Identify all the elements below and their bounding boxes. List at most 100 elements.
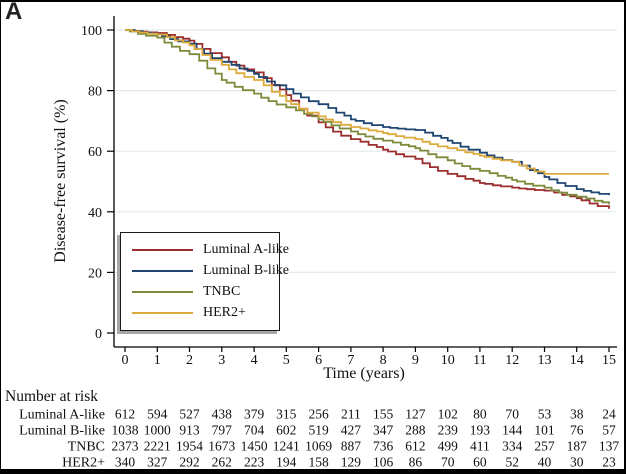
grid-layer xyxy=(114,29,617,273)
risk-value-luminal-b-like-y0: 1038 xyxy=(112,423,139,438)
risk-value-luminal-b-like-y13: 101 xyxy=(534,423,554,438)
risk-value-luminal-b-like-y2: 913 xyxy=(179,423,200,438)
x-tick-label-12: 12 xyxy=(505,353,519,368)
legend-swatch-tnbc xyxy=(132,291,193,294)
risk-value-luminal-b-like-y5: 602 xyxy=(276,423,296,438)
risk-value-tnbc-y3: 1673 xyxy=(208,439,235,454)
risk-row-label-her2: HER2+ xyxy=(62,456,105,470)
x-tick-label-10: 10 xyxy=(441,353,455,368)
legend-label-tnbc: TNBC xyxy=(203,284,241,300)
legend-label-luminal-a-like: Luminal A-like xyxy=(203,241,289,257)
legend-item-her2: HER2+ xyxy=(132,303,279,323)
risk-table-title: Number at risk xyxy=(5,388,98,405)
risk-value-luminal-b-like-y15: 57 xyxy=(602,423,616,438)
risk-value-tnbc-y2: 1954 xyxy=(176,439,203,454)
risk-value-her2-y6: 158 xyxy=(308,455,329,470)
risk-value-tnbc-y5: 1241 xyxy=(273,439,300,454)
risk-value-tnbc-y10: 499 xyxy=(438,439,459,454)
risk-value-luminal-a-like-y14: 38 xyxy=(570,407,584,422)
risk-value-tnbc-y14: 187 xyxy=(567,439,588,454)
legend-item-luminal-b-like: Luminal B-like xyxy=(132,261,289,281)
x-tick-label-11: 11 xyxy=(473,353,486,368)
legend-label-her2: HER2+ xyxy=(203,305,246,321)
x-tick-label-3: 3 xyxy=(218,353,225,368)
risk-value-luminal-a-like-y9: 127 xyxy=(405,407,426,422)
y-tick-label-100: 100 xyxy=(81,24,102,39)
risk-value-her2-y1: 327 xyxy=(147,455,168,470)
x-tick-label-7: 7 xyxy=(347,353,354,368)
risk-value-her2-y4: 223 xyxy=(244,455,265,470)
risk-value-luminal-b-like-y12: 144 xyxy=(502,423,523,438)
survival-curve-luminal-b-like xyxy=(125,29,610,196)
risk-value-her2-y0: 340 xyxy=(115,455,136,470)
legend-item-tnbc: TNBC xyxy=(132,282,279,302)
risk-value-luminal-a-like-y11: 80 xyxy=(473,407,487,422)
curve-layer xyxy=(125,29,610,209)
risk-value-luminal-b-like-y10: 239 xyxy=(438,423,459,438)
risk-value-her2-y13: 40 xyxy=(538,455,552,470)
survival-curve-luminal-a-like xyxy=(125,29,610,209)
x-tick-label-1: 1 xyxy=(154,353,161,368)
risk-value-tnbc-y4: 1450 xyxy=(241,439,268,454)
legend-swatch-her2 xyxy=(132,312,193,315)
x-tick-label-0: 0 xyxy=(122,353,129,368)
legend-item-luminal-a-like: Luminal A-like xyxy=(132,240,289,260)
risk-value-luminal-b-like-y9: 288 xyxy=(405,423,426,438)
risk-value-tnbc-y9: 612 xyxy=(405,439,425,454)
x-tick-label-15: 15 xyxy=(602,353,616,368)
risk-value-tnbc-y12: 334 xyxy=(502,439,523,454)
risk-value-her2-y2: 292 xyxy=(179,455,199,470)
risk-row-label-luminal-b-like: Luminal B-like xyxy=(19,424,105,439)
risk-value-luminal-b-like-y4: 704 xyxy=(244,423,265,438)
legend-swatch-luminal-a-like xyxy=(132,248,193,251)
risk-value-luminal-a-like-y5: 315 xyxy=(276,407,297,422)
risk-value-tnbc-y11: 411 xyxy=(470,439,490,454)
panel-label: A xyxy=(5,0,23,25)
x-tick-label-5: 5 xyxy=(283,353,290,368)
risk-value-luminal-a-like-y1: 594 xyxy=(147,407,168,422)
risk-value-tnbc-y15: 137 xyxy=(599,439,620,454)
risk-value-luminal-a-like-y0: 612 xyxy=(115,407,135,422)
x-tick-label-4: 4 xyxy=(251,353,258,368)
risk-value-luminal-b-like-y8: 347 xyxy=(373,423,394,438)
risk-value-her2-y15: 23 xyxy=(602,455,616,470)
x-tick-label-6: 6 xyxy=(315,353,322,368)
risk-value-luminal-b-like-y6: 519 xyxy=(308,423,329,438)
risk-value-luminal-b-like-y3: 797 xyxy=(212,423,233,438)
risk-table: Luminal A-like 612 594 527 438 379 315 256 211 15… xyxy=(19,407,619,470)
risk-value-luminal-a-like-y12: 70 xyxy=(505,407,519,422)
risk-value-her2-y10: 70 xyxy=(441,455,455,470)
risk-value-luminal-b-like-y1: 1000 xyxy=(144,423,171,438)
legend: Luminal A-like Luminal B-like TNBC HER2+ xyxy=(120,232,289,331)
risk-value-tnbc-y1: 2221 xyxy=(144,439,171,454)
y-axis-title: Disease-free survival (%) xyxy=(52,99,69,262)
x-tick-label-9: 9 xyxy=(412,353,419,368)
risk-value-her2-y8: 106 xyxy=(373,455,394,470)
risk-value-tnbc-y13: 257 xyxy=(534,439,555,454)
risk-value-her2-y3: 262 xyxy=(212,455,232,470)
risk-value-luminal-b-like-y14: 76 xyxy=(570,423,584,438)
survival-curve-her2 xyxy=(125,29,609,175)
risk-value-luminal-a-like-y7: 211 xyxy=(341,407,361,422)
risk-value-tnbc-y7: 887 xyxy=(341,439,362,454)
risk-value-luminal-a-like-y8: 155 xyxy=(373,407,394,422)
risk-value-luminal-a-like-y6: 256 xyxy=(308,407,329,422)
risk-value-luminal-a-like-y13: 53 xyxy=(538,407,552,422)
risk-value-luminal-a-like-y4: 379 xyxy=(244,407,265,422)
risk-value-luminal-b-like-y11: 193 xyxy=(470,423,491,438)
survival-curve-tnbc xyxy=(125,29,610,205)
y-tick-label-80: 80 xyxy=(88,85,102,100)
risk-value-luminal-a-like-y2: 527 xyxy=(179,407,200,422)
risk-value-luminal-a-like-y15: 24 xyxy=(602,407,616,422)
legend-label-luminal-b-like: Luminal B-like xyxy=(203,262,289,278)
risk-value-her2-y9: 86 xyxy=(409,455,423,470)
risk-value-tnbc-y6: 1069 xyxy=(305,439,332,454)
risk-row-label-luminal-a-like: Luminal A-like xyxy=(19,408,105,423)
risk-value-her2-y11: 60 xyxy=(473,455,487,470)
x-tick-label-8: 8 xyxy=(380,353,387,368)
y-tick-label-20: 20 xyxy=(88,266,102,281)
y-tick-label-0: 0 xyxy=(95,327,102,342)
